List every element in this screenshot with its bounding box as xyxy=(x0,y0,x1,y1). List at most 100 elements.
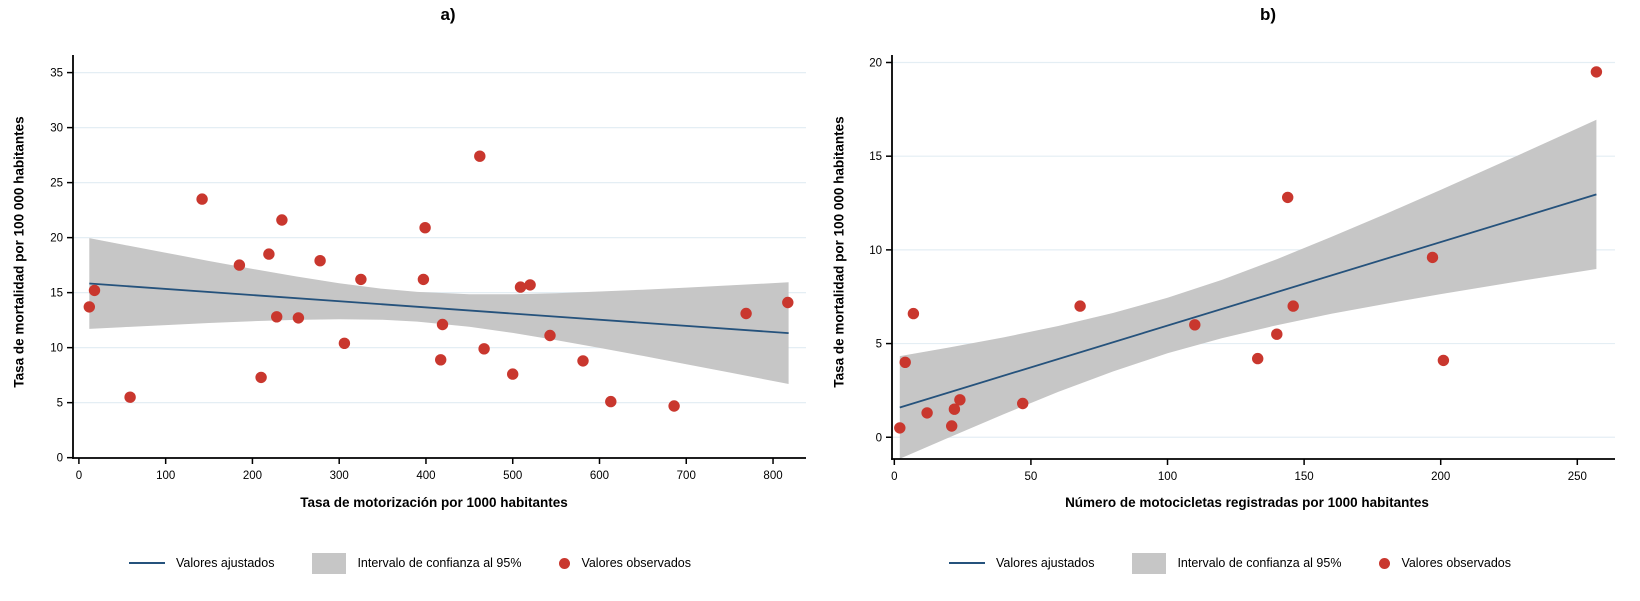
data-point xyxy=(740,307,752,320)
y-tick-label: 10 xyxy=(50,343,63,355)
data-point xyxy=(435,354,447,366)
data-point xyxy=(946,420,958,432)
data-point xyxy=(907,307,920,320)
data-point xyxy=(605,395,617,408)
y-tick-label: 20 xyxy=(869,57,882,69)
y-tick-label: 10 xyxy=(869,245,882,257)
legend-item-ci: Intervalo de confianza al 95% xyxy=(1132,552,1342,574)
ci-band-swatch xyxy=(312,552,347,574)
legend-observed-label: Valores observados xyxy=(581,556,691,570)
y-tick-label: 0 xyxy=(57,453,63,465)
data-point xyxy=(474,150,486,162)
data-point xyxy=(577,355,589,367)
panel-b: b) Tasa de mortalidad por 100 000 habita… xyxy=(820,0,1640,601)
data-point xyxy=(271,311,283,323)
data-point xyxy=(1282,191,1294,204)
confidence-band xyxy=(89,238,789,384)
y-tick-label: 15 xyxy=(869,151,882,163)
panel-a-x-axis-title: Tasa de motorización por 1000 habitantes xyxy=(300,495,568,510)
data-point xyxy=(524,279,536,291)
x-tick-label: 400 xyxy=(416,470,435,482)
x-tick-label: 600 xyxy=(590,470,609,482)
data-point xyxy=(417,273,430,286)
data-point xyxy=(1590,66,1603,78)
y-tick-label: 5 xyxy=(57,398,63,410)
legend-ci-label: Intervalo de confianza al 95% xyxy=(1177,556,1342,570)
data-point xyxy=(507,368,519,380)
data-point xyxy=(263,248,275,260)
x-tick-label: 200 xyxy=(1431,471,1450,483)
legend-item-ci: Intervalo de confianza al 95% xyxy=(312,552,522,574)
x-tick-label: 0 xyxy=(76,470,82,482)
panel-a: a) Tasa de mortalidad por 100 000 habita… xyxy=(0,5,820,577)
data-point xyxy=(544,329,556,342)
data-point xyxy=(419,222,431,234)
data-point xyxy=(1074,300,1086,312)
x-tick-label: 100 xyxy=(156,470,175,482)
y-tick-label: 30 xyxy=(50,123,63,135)
legend-fitted-label: Valores ajustados xyxy=(176,556,275,570)
legend-ci-label: Intervalo de confianza al 95% xyxy=(357,556,522,570)
data-point xyxy=(436,318,449,331)
data-point xyxy=(894,422,906,434)
panel-a-plot-area: 0 5 10 15 20 25 30 35 0 100 200 300 400 500 600 700 800 xyxy=(50,55,806,482)
x-tick-label: 700 xyxy=(677,470,696,482)
panel-a-legend: Valores ajustados Intervalo de confianza… xyxy=(0,549,820,577)
x-tick-label: 50 xyxy=(1025,471,1038,483)
ci-band-swatch xyxy=(1132,552,1167,574)
fitted-line-swatch xyxy=(949,562,985,564)
y-tick-label: 5 xyxy=(876,339,882,351)
y-tick-label: 25 xyxy=(50,178,63,190)
observed-point-swatch xyxy=(559,557,571,569)
x-tick-label: 800 xyxy=(763,470,782,482)
observed-point-swatch xyxy=(1379,557,1391,569)
y-tick-label: 20 xyxy=(50,233,63,245)
y-tick-label: 15 xyxy=(50,288,63,300)
panel-b-legend: Valores ajustados Intervalo de confianza… xyxy=(820,549,1640,577)
legend-fitted-label: Valores ajustados xyxy=(996,556,1095,570)
y-tick-label: 0 xyxy=(876,432,882,444)
legend-observed-label: Valores observados xyxy=(1401,556,1511,570)
data-point xyxy=(1189,319,1201,331)
data-point xyxy=(899,356,911,368)
legend-item-observed: Valores observados xyxy=(559,556,691,570)
data-point xyxy=(276,214,288,226)
data-point xyxy=(88,284,101,297)
data-point xyxy=(782,296,794,309)
fitted-line-swatch xyxy=(129,562,165,564)
legend-item-fitted: Valores ajustados xyxy=(129,556,274,570)
x-tick-label: 250 xyxy=(1568,471,1587,483)
data-point xyxy=(1437,354,1450,367)
data-point xyxy=(314,255,326,267)
x-tick-label: 150 xyxy=(1295,471,1314,483)
y-tick-label: 35 xyxy=(50,68,63,80)
data-point xyxy=(1017,397,1029,410)
data-point xyxy=(124,391,136,403)
x-tick-label: 200 xyxy=(243,470,262,482)
fit-group xyxy=(89,238,789,384)
data-point xyxy=(1426,251,1439,264)
x-tick-label: 300 xyxy=(330,470,349,482)
data-point xyxy=(338,337,351,349)
panel-b-x-axis-title: Número de motocicletas registradas por 1… xyxy=(1065,495,1429,510)
data-point xyxy=(1271,328,1283,340)
x-tick-label: 100 xyxy=(1158,471,1177,483)
legend-item-observed: Valores observados xyxy=(1379,556,1511,570)
data-point xyxy=(255,371,267,384)
data-point xyxy=(668,400,680,412)
data-point xyxy=(1252,352,1264,365)
data-point xyxy=(514,281,527,293)
data-point xyxy=(954,394,966,406)
legend-item-fitted: Valores ajustados xyxy=(949,556,1094,570)
fitted-line xyxy=(89,282,789,335)
panel-a-title: a) xyxy=(440,5,456,24)
fit-group xyxy=(899,119,1597,459)
data-point xyxy=(292,312,305,324)
x-tick-label: 500 xyxy=(503,470,522,482)
x-tick-label: 0 xyxy=(891,471,897,483)
confidence-band xyxy=(899,119,1597,459)
data-point xyxy=(478,343,490,355)
data-point xyxy=(196,193,208,205)
data-point xyxy=(1287,300,1299,312)
